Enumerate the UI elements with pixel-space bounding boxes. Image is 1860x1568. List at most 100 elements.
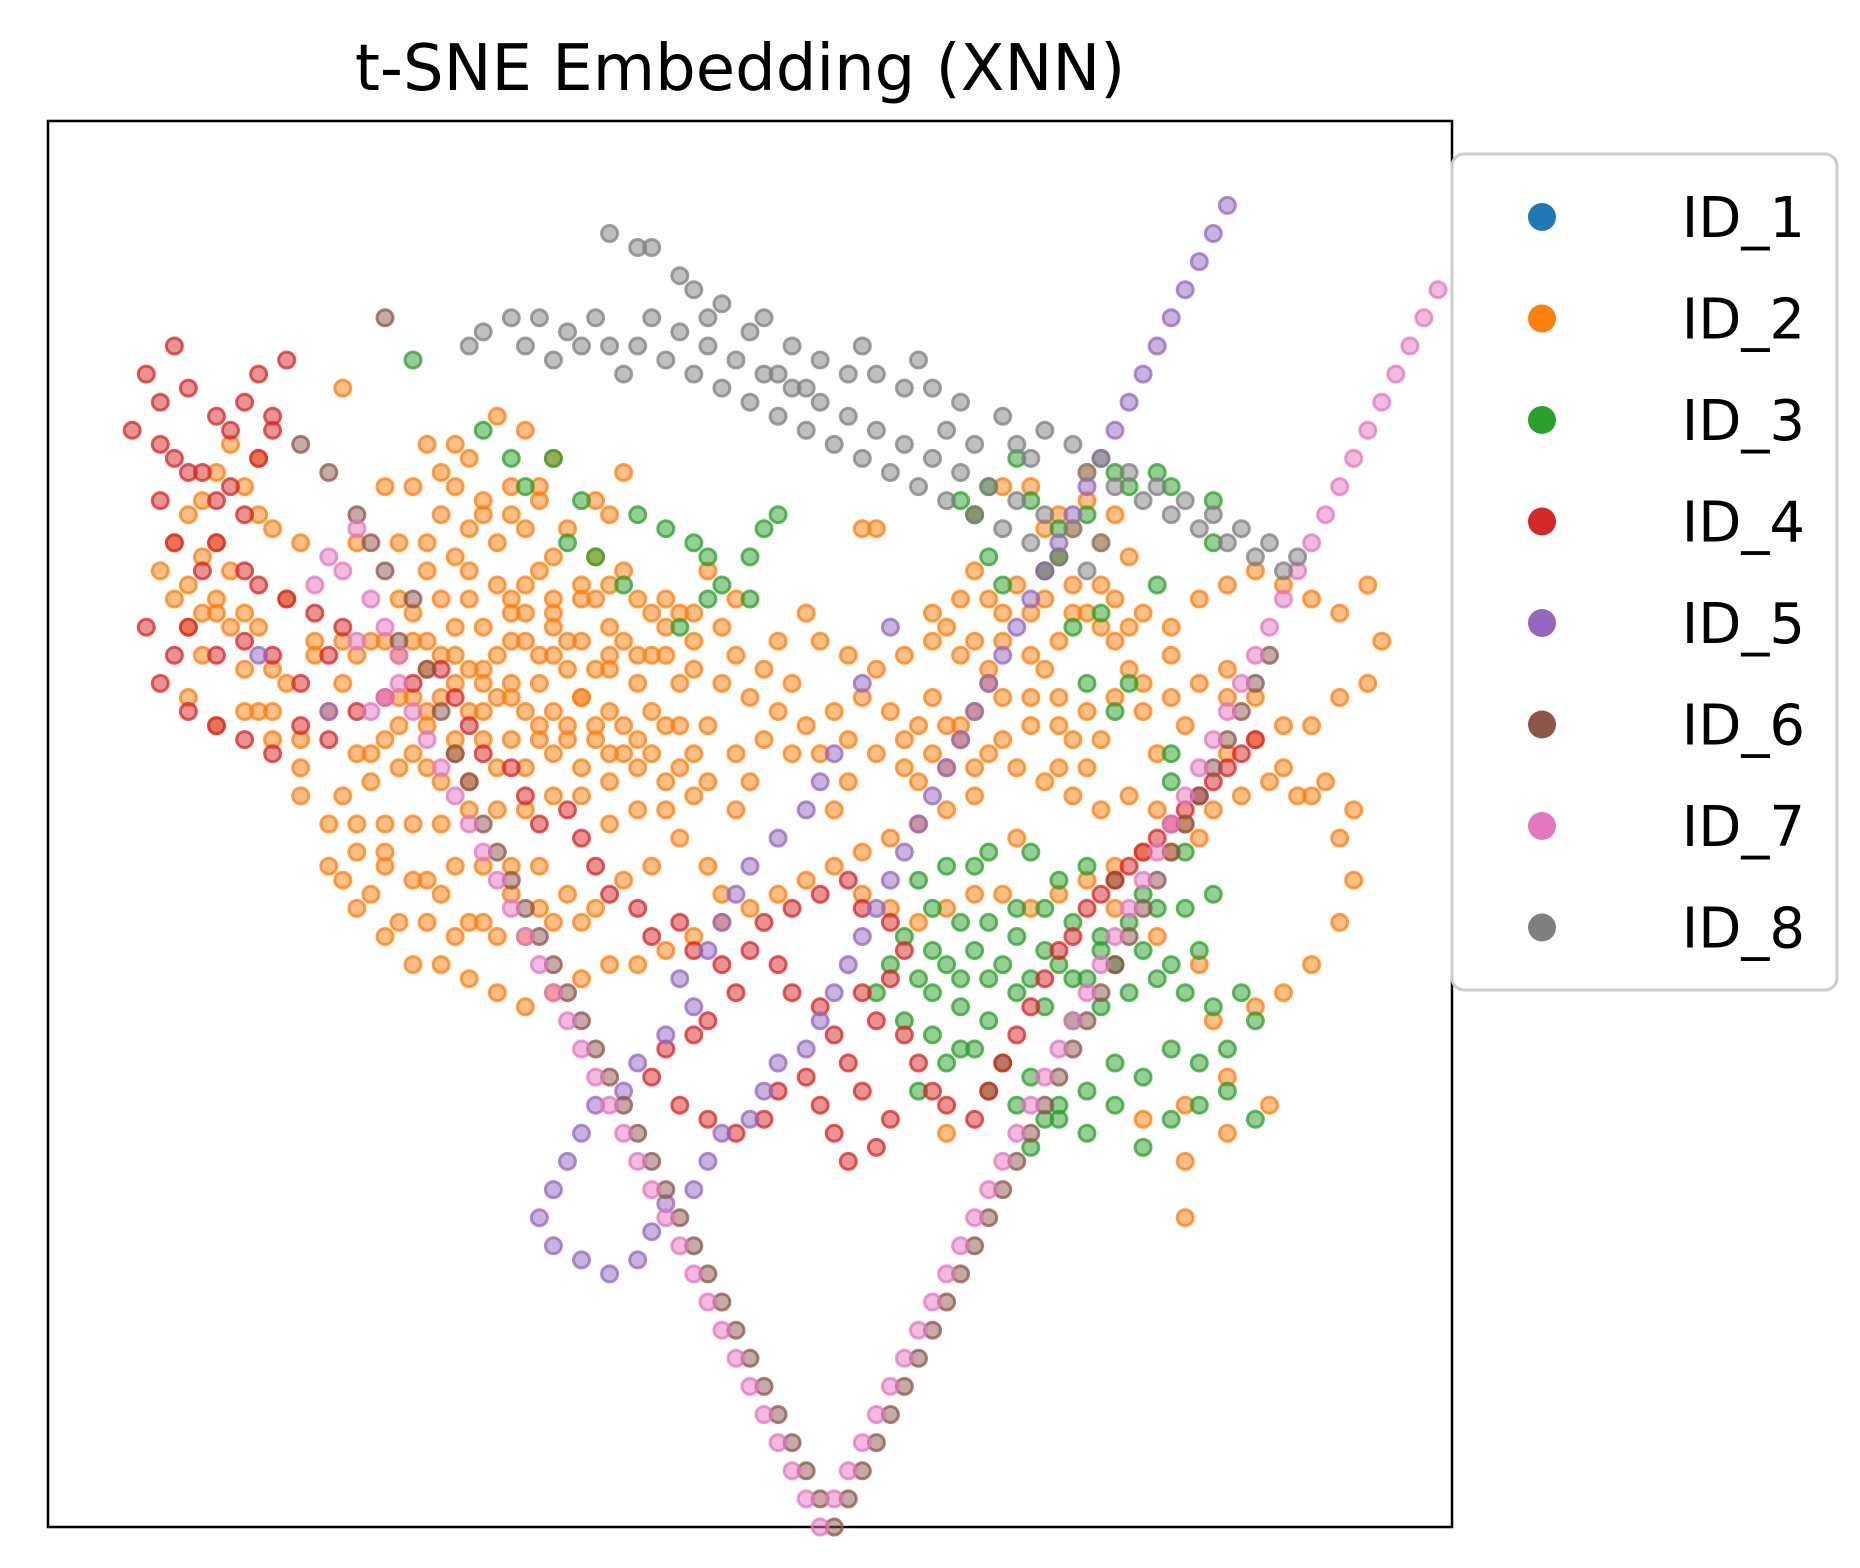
scatter-point-id-5 xyxy=(1133,364,1153,384)
scatter-point-id-8 xyxy=(923,448,942,468)
scatter-point-id-3 xyxy=(1119,983,1139,1003)
scatter-point-id-2 xyxy=(1217,1123,1237,1143)
scatter-point-id-7 xyxy=(375,688,395,707)
scatter-point-id-8 xyxy=(1007,434,1027,454)
scatter-point-id-6 xyxy=(361,533,381,553)
scatter-point-id-4 xyxy=(1063,927,1083,946)
scatter-point-id-5 xyxy=(319,702,339,721)
scatter-point-id-2 xyxy=(501,505,521,525)
scatter-point-id-5 xyxy=(1203,224,1223,243)
scatter-point-id-2 xyxy=(965,758,985,778)
scatter-point-id-5 xyxy=(880,617,900,637)
scatter-point-id-4 xyxy=(866,1137,886,1157)
legend-item-id-1: ID_1 xyxy=(1528,186,1805,251)
scatter-point-id-4 xyxy=(291,673,311,693)
scatter-point-id-4 xyxy=(979,1081,999,1101)
scatter-point-id-3 xyxy=(1161,1039,1181,1059)
scatter-point-id-4 xyxy=(235,505,255,525)
scatter-point-id-8 xyxy=(586,308,606,328)
scatter-point-id-2 xyxy=(501,730,521,750)
scatter-point-id-2 xyxy=(1316,772,1336,792)
legend-marker xyxy=(1528,507,1556,536)
scatter-point-id-2 xyxy=(628,645,648,665)
scatter-point-id-5 xyxy=(754,1081,774,1101)
scatter-point-id-7 xyxy=(389,673,409,693)
scatter-point-id-2 xyxy=(670,673,690,693)
scatter-point-id-2 xyxy=(1105,505,1125,525)
scatter-point-id-8 xyxy=(1147,477,1167,497)
scatter-point-id-7 xyxy=(754,1405,774,1424)
scatter-point-id-4 xyxy=(1049,941,1069,960)
scatter-point-id-3 xyxy=(1161,1109,1181,1129)
scatter-point-id-2 xyxy=(192,603,212,623)
scatter-point-id-5 xyxy=(642,1222,662,1242)
scatter-point-id-2 xyxy=(965,631,985,651)
scatter-point-id-2 xyxy=(951,589,971,609)
scatter-point-id-5 xyxy=(768,1053,788,1073)
scatter-point-id-2 xyxy=(894,645,914,665)
scatter-points xyxy=(122,195,1448,1537)
scatter-point-id-4 xyxy=(263,406,283,426)
scatter-point-id-2 xyxy=(375,927,395,946)
scatter-point-id-7 xyxy=(796,1489,816,1509)
scatter-point-id-5 xyxy=(810,1011,830,1031)
scatter-point-id-3 xyxy=(1133,1137,1153,1157)
scatter-point-id-4 xyxy=(207,645,226,665)
scatter-point-id-2 xyxy=(403,744,423,764)
scatter-point-id-2 xyxy=(600,617,620,637)
scatter-point-id-3 xyxy=(1007,927,1027,946)
scatter-point-id-2 xyxy=(923,631,942,651)
scatter-point-id-2 xyxy=(572,688,591,707)
scatter-point-id-2 xyxy=(164,589,184,609)
scatter-point-id-3 xyxy=(909,969,928,989)
scatter-point-id-5 xyxy=(684,1180,704,1200)
scatter-point-id-4 xyxy=(178,463,198,482)
scatter-point-id-2 xyxy=(754,730,774,750)
scatter-point-id-2 xyxy=(923,744,942,764)
scatter-point-id-4 xyxy=(235,392,255,412)
scatter-point-id-2 xyxy=(586,589,606,609)
scatter-point-id-2 xyxy=(1133,603,1153,623)
scatter-point-id-2 xyxy=(1358,673,1378,693)
scatter-point-id-2 xyxy=(417,561,437,581)
scatter-point-id-2 xyxy=(291,786,311,806)
scatter-point-id-4 xyxy=(263,744,283,764)
scatter-point-id-7 xyxy=(670,1236,690,1256)
scatter-point-id-7 xyxy=(1063,1011,1083,1031)
chart-title: t-SNE Embedding (XNN) xyxy=(355,32,1125,106)
scatter-point-id-8 xyxy=(754,364,774,384)
scatter-point-id-2 xyxy=(698,716,718,736)
scatter-point-id-2 xyxy=(1217,659,1237,679)
scatter-point-id-8 xyxy=(501,308,521,328)
scatter-point-id-5 xyxy=(712,1123,732,1143)
scatter-point-id-8 xyxy=(1245,547,1265,567)
scatter-point-id-2 xyxy=(403,477,423,497)
scatter-point-id-2 xyxy=(600,702,620,721)
scatter-point-id-5 xyxy=(628,1250,648,1270)
scatter-point-id-8 xyxy=(1274,561,1293,581)
scatter-point-id-8 xyxy=(937,420,957,440)
scatter-point-id-8 xyxy=(684,280,704,300)
scatter-point-id-2 xyxy=(389,758,409,778)
scatter-point-id-7 xyxy=(572,1039,591,1059)
scatter-point-id-2 xyxy=(866,744,886,764)
scatter-point-id-7 xyxy=(628,1151,648,1171)
scatter-point-id-3 xyxy=(993,575,1013,595)
scatter-point-id-4 xyxy=(684,1025,704,1045)
scatter-point-id-2 xyxy=(487,927,507,946)
scatter-point-id-6 xyxy=(445,744,465,764)
scatter-point-id-7 xyxy=(543,983,563,1003)
scatter-point-id-7 xyxy=(445,786,465,806)
scatter-point-id-2 xyxy=(1330,603,1350,623)
scatter-point-id-4 xyxy=(136,364,156,384)
scatter-point-id-8 xyxy=(712,378,732,398)
scatter-point-id-7 xyxy=(642,1180,662,1200)
scatter-point-id-4 xyxy=(628,898,648,918)
scatter-point-id-8 xyxy=(965,505,985,525)
scatter-point-id-8 xyxy=(1021,533,1041,553)
scatter-point-id-8 xyxy=(572,336,591,356)
scatter-point-id-4 xyxy=(698,1011,718,1031)
scatter-point-id-7 xyxy=(1358,420,1378,440)
legend-item-id-4: ID_4 xyxy=(1528,491,1805,556)
